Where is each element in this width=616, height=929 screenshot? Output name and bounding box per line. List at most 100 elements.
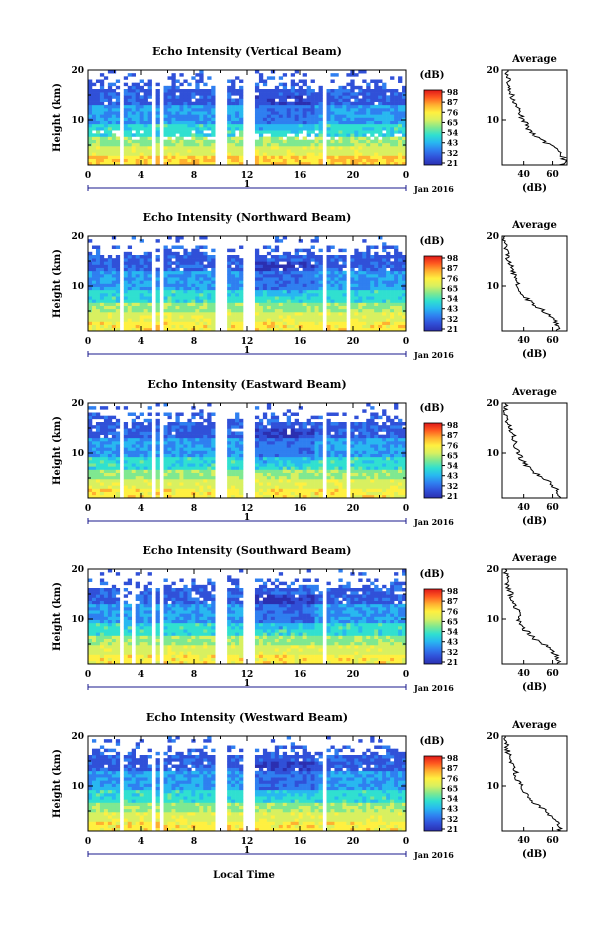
heatmap-cell (231, 89, 236, 93)
heatmap-cell (175, 312, 180, 316)
heatmap-cell (382, 242, 387, 246)
heatmap-cell (258, 315, 264, 319)
heatmap-cell (330, 120, 335, 125)
heatmap-cell (262, 98, 268, 102)
heatmap-cell (191, 267, 196, 272)
heatmap-cell (350, 95, 355, 99)
heatmap-cell (187, 327, 192, 332)
heatmap-cell (227, 312, 232, 316)
heatmap-cell (187, 434, 192, 439)
heatmap-cell (254, 158, 260, 163)
heatmap-cell (127, 441, 133, 445)
heatmap-cell (88, 302, 93, 306)
heatmap-cell (290, 491, 296, 496)
heatmap-cell (107, 152, 113, 156)
heatmap-cell (111, 258, 117, 262)
heatmap-cell (139, 267, 144, 272)
heatmap-cell (115, 447, 121, 451)
heatmap-cell (382, 277, 387, 281)
heatmap-cell (282, 95, 288, 99)
heatmap-cell (207, 324, 212, 329)
heatmap-cell (211, 324, 216, 329)
heatmap-cell (366, 305, 371, 310)
heatmap-cell (211, 270, 216, 275)
heatmap-cell (306, 327, 311, 332)
heatmap-cell (103, 76, 109, 80)
heatmap-cell (326, 155, 331, 159)
heatmap-cell (143, 456, 148, 461)
heatmap-cell (135, 479, 140, 483)
heatmap-cell (239, 289, 244, 294)
heatmap-cell (199, 469, 204, 473)
heatmap-cell (342, 305, 347, 310)
heatmap-cell (183, 308, 188, 313)
heatmap-cell (270, 450, 276, 454)
heatmap-cell (91, 463, 97, 467)
heatmap-cell (298, 146, 303, 150)
heatmap-cell (338, 482, 343, 486)
heatmap-cell (362, 117, 367, 121)
heatmap-cell (258, 472, 264, 477)
heatmap-cell (127, 277, 133, 281)
heatmap-cell (183, 146, 188, 150)
heatmap-cell (95, 327, 101, 332)
heatmap-cell (143, 318, 148, 322)
heatmap-cell (282, 258, 288, 262)
heatmap-cell (235, 418, 240, 423)
heatmap-cell (179, 296, 184, 300)
heatmap-cell (235, 114, 240, 118)
heatmap-cell (298, 286, 303, 291)
heatmap-cell (127, 485, 133, 489)
heatmap-cell (147, 466, 152, 470)
heatmap-cell (298, 130, 303, 134)
heatmap-cell (95, 463, 101, 467)
heatmap-cell (274, 255, 280, 259)
heatmap-cell (258, 494, 264, 499)
heatmap-cell (378, 296, 383, 300)
heatmap-cell (207, 321, 212, 325)
heatmap-cell (394, 280, 399, 284)
heatmap-cell (131, 460, 136, 464)
heatmap-cell (199, 123, 204, 128)
heatmap-cell (139, 299, 144, 303)
heatmap-cell (167, 267, 172, 272)
heatmap-cell (354, 315, 359, 319)
heatmap-cell (254, 434, 260, 439)
heatmap-cell (338, 161, 343, 166)
heatmap-cell (231, 85, 236, 90)
heatmap-cell (175, 127, 180, 131)
heatmap-cell (382, 280, 387, 284)
heatmap-cell (135, 101, 140, 106)
heatmap-cell (99, 485, 105, 489)
heatmap-cell (167, 312, 172, 316)
heatmap-cell (135, 130, 140, 134)
heatmap-cell (350, 277, 355, 281)
heatmap-cell (111, 428, 117, 432)
heatmap-cell (99, 98, 105, 102)
heatmap-cell (203, 123, 208, 128)
heatmap-cell (239, 130, 244, 134)
heatmap-cell (123, 305, 129, 310)
heatmap-cell (123, 482, 129, 486)
heatmap-cell (107, 82, 113, 87)
heatmap-cell (290, 123, 296, 128)
heatmap-cell (362, 302, 367, 306)
heatmap-cell (179, 117, 184, 121)
heatmap-cell (342, 158, 347, 163)
heatmap-cell (147, 437, 152, 442)
heatmap-cell (298, 127, 303, 131)
heatmap-cell (171, 308, 176, 313)
heatmap-cells (88, 403, 407, 499)
heatmap-cell (187, 127, 192, 131)
x-tick-label: 0 (403, 337, 409, 347)
heatmap-cell (374, 114, 379, 118)
heatmap-cell (366, 120, 371, 125)
heatmap-cell (286, 251, 292, 256)
heatmap-cell (338, 308, 343, 313)
heatmap-cell (99, 73, 105, 77)
heatmap-cell (298, 270, 303, 275)
heatmap-cell (398, 302, 403, 306)
heatmap-cell (95, 120, 101, 125)
heatmap-cell (187, 117, 192, 121)
heatmap-cell (91, 146, 97, 150)
